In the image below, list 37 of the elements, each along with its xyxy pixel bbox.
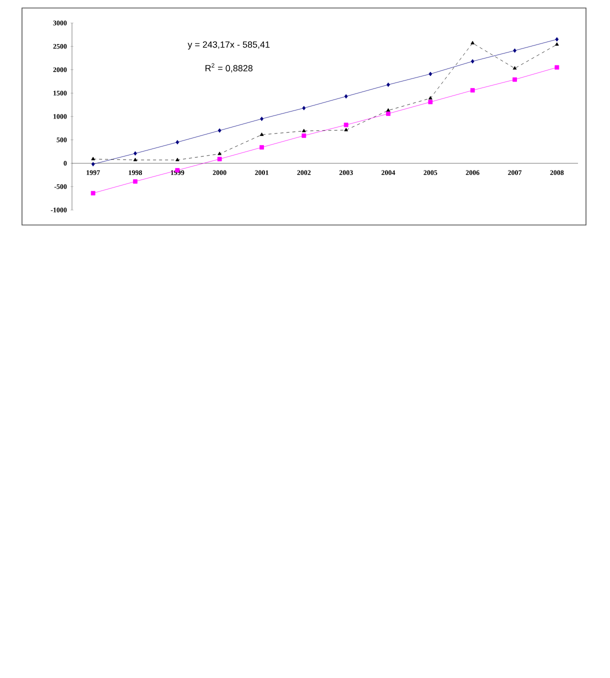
point bbox=[133, 158, 138, 162]
point bbox=[386, 82, 390, 87]
point bbox=[512, 66, 517, 70]
point bbox=[554, 42, 559, 46]
point bbox=[428, 100, 433, 104]
point bbox=[176, 140, 180, 144]
point bbox=[302, 106, 306, 110]
point bbox=[470, 88, 475, 93]
point bbox=[218, 128, 222, 133]
point bbox=[344, 94, 348, 99]
point bbox=[555, 37, 559, 42]
point bbox=[217, 156, 222, 162]
point bbox=[428, 96, 432, 100]
point bbox=[386, 108, 390, 112]
point bbox=[302, 133, 306, 138]
point bbox=[134, 151, 137, 156]
point bbox=[554, 65, 560, 70]
point bbox=[91, 162, 95, 166]
point bbox=[133, 179, 138, 184]
point bbox=[470, 40, 475, 44]
point bbox=[218, 152, 222, 156]
point bbox=[91, 156, 96, 160]
point bbox=[260, 132, 264, 136]
point bbox=[260, 145, 264, 150]
point bbox=[90, 190, 96, 196]
point bbox=[175, 158, 180, 162]
point bbox=[260, 116, 264, 122]
annotation: y = 243,17x - 585,41 bbox=[188, 41, 270, 50]
point bbox=[302, 128, 306, 132]
point bbox=[386, 111, 390, 116]
point bbox=[512, 77, 517, 82]
point bbox=[470, 59, 474, 64]
annotation: R$^{2}$ = 0,8828 bbox=[206, 63, 253, 72]
point bbox=[513, 48, 516, 53]
point bbox=[344, 128, 348, 132]
point bbox=[344, 122, 348, 128]
point bbox=[428, 72, 432, 76]
